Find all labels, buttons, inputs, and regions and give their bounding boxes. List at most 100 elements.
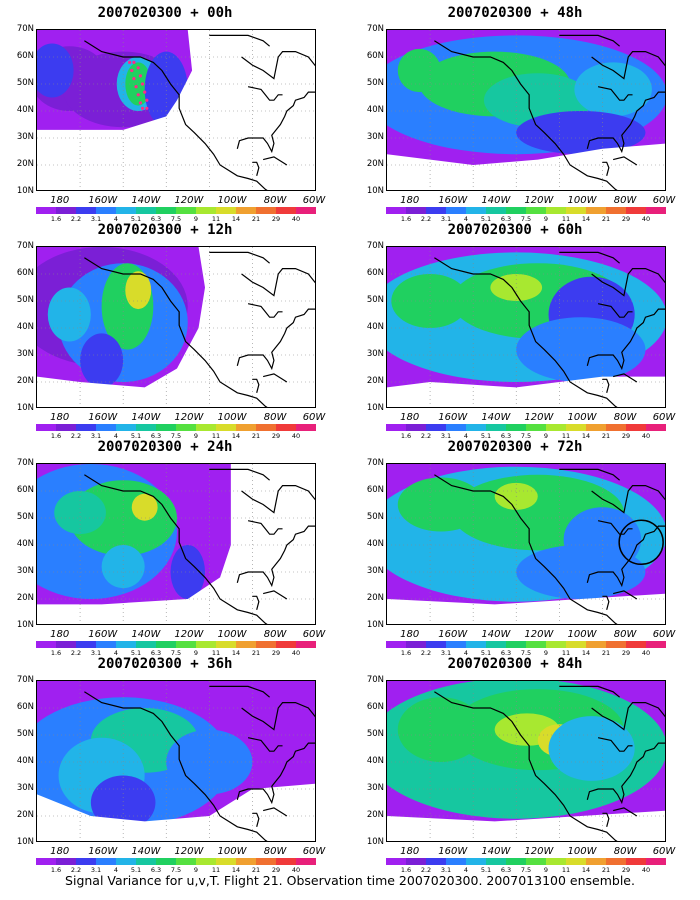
colorbar-level-label: 2.2 xyxy=(70,215,82,223)
colorbar-swatch xyxy=(586,207,606,214)
colorbar-swatch xyxy=(76,424,96,431)
lon-tick-label: 160W xyxy=(88,846,118,857)
colorbar-swatch xyxy=(486,858,506,865)
colorbar-level-label: 9 xyxy=(193,866,199,874)
colorbar-level-label: 4 xyxy=(113,649,119,657)
colorbar-level-label: 29 xyxy=(271,215,281,223)
lon-tick-label: 60W xyxy=(302,412,326,423)
colorbar-swatch xyxy=(426,858,446,865)
colorbar-swatch xyxy=(236,424,256,431)
colorbar-swatch xyxy=(216,858,236,865)
colorbar-swatch xyxy=(506,641,526,648)
lon-tick-label: 180 xyxy=(400,195,420,206)
lon-tick-label: 60W xyxy=(302,629,326,640)
coastline xyxy=(252,161,260,176)
colorbar-swatch xyxy=(506,424,526,431)
colorbar-swatch xyxy=(406,424,426,431)
colorbar-swatch xyxy=(216,207,236,214)
map-panel: 2007020300 + 84h 70N 60N 50N 40N 30N 20N 10N 180… xyxy=(350,656,680,874)
lon-tick-label: 60W xyxy=(302,195,326,206)
colorbar-level-label: 5.1 xyxy=(130,866,142,874)
colorbar-swatch xyxy=(546,641,566,648)
colorbar-level-label: 3.1 xyxy=(440,866,452,874)
colorbar-level-label: 40 xyxy=(291,649,301,657)
colorbar-level-label: 40 xyxy=(641,866,651,874)
colorbar-level-label: 7.5 xyxy=(170,866,182,874)
colorbar-swatch xyxy=(626,207,646,214)
lon-tick-label: 160W xyxy=(88,412,118,423)
colorbar-level-label: 2.2 xyxy=(420,866,432,874)
map-svg xyxy=(37,30,315,190)
colorbar-level-label: 6.3 xyxy=(500,215,512,223)
lon-tick-label: 140W xyxy=(131,846,161,857)
colorbar-swatch xyxy=(196,424,216,431)
colorbar-swatch xyxy=(386,207,406,214)
colorbar-swatch xyxy=(156,207,176,214)
lon-tick-label: 60W xyxy=(652,629,676,640)
variance-shade xyxy=(125,271,152,310)
coastline xyxy=(236,525,315,588)
map-svg xyxy=(37,464,315,624)
colorbar-level-label: 9 xyxy=(193,215,199,223)
lat-tick-label: 10N xyxy=(16,837,34,847)
lon-tick-label: 120W xyxy=(524,629,554,640)
colorbar-level-label: 14 xyxy=(231,649,241,657)
colorbar-swatch xyxy=(466,858,486,865)
flight-track-point xyxy=(136,93,140,97)
colorbar-level-label: 11 xyxy=(211,866,221,874)
colorbar-level-label: 7.5 xyxy=(520,215,532,223)
colorbar-level-label: 21 xyxy=(601,432,611,440)
colorbar-swatch xyxy=(566,207,586,214)
flight-track-point xyxy=(134,85,138,89)
colorbar-swatch xyxy=(486,207,506,214)
colorbar-level-label: 29 xyxy=(621,432,631,440)
colorbar-level-label: 14 xyxy=(231,866,241,874)
lat-tick-label: 50N xyxy=(366,295,384,305)
colorbar-swatch xyxy=(56,424,76,431)
colorbar-level-label: 3.1 xyxy=(90,866,102,874)
lat-tick-label: 50N xyxy=(366,512,384,522)
flight-track-point xyxy=(136,66,140,70)
lat-tick-label: 60N xyxy=(16,485,34,495)
lat-tick-label: 30N xyxy=(16,132,34,142)
coastline xyxy=(591,51,665,80)
colorbar-swatch xyxy=(256,641,276,648)
coastline xyxy=(559,468,621,481)
colorbar-level-label: 21 xyxy=(601,215,611,223)
colorbar-level-label: 6.3 xyxy=(150,649,162,657)
lon-tick-label: 100W xyxy=(567,195,597,206)
no-data-region xyxy=(37,247,315,407)
colorbar-swatch xyxy=(76,858,96,865)
lat-tick-label: 60N xyxy=(366,485,384,495)
colorbar-swatch xyxy=(296,207,316,214)
map-plot-area xyxy=(386,680,666,842)
colorbar-swatch xyxy=(96,207,116,214)
lon-tick-label: 160W xyxy=(88,195,118,206)
lat-tick-label: 50N xyxy=(16,512,34,522)
colorbar-swatch xyxy=(196,641,216,648)
colorbar-level-label: 2.2 xyxy=(420,649,432,657)
colorbar-swatch xyxy=(546,424,566,431)
coastline xyxy=(597,520,633,535)
lat-tick-label: 20N xyxy=(366,810,384,820)
colorbar-swatch xyxy=(156,858,176,865)
colorbar-swatch xyxy=(426,424,446,431)
flight-track-point xyxy=(130,68,134,73)
colorbar-swatch xyxy=(196,858,216,865)
colorbar-level-label: 7.5 xyxy=(520,432,532,440)
colorbar-level-label: 5.1 xyxy=(480,649,492,657)
colorbar-level-label: 1.6 xyxy=(50,866,62,874)
coastline xyxy=(613,590,638,600)
map-panel: 2007020300 + 00h 70N 60N 50N 40N 30N 20N 10N 180… xyxy=(0,5,330,223)
coastline xyxy=(591,268,665,297)
lon-tick-label: 120W xyxy=(174,629,204,640)
lat-tick-label: 10N xyxy=(16,620,34,630)
colorbar-level-label: 21 xyxy=(601,866,611,874)
panel-title: 2007020300 + 60h xyxy=(447,222,583,238)
variance-shade xyxy=(131,493,158,521)
colorbar-level-label: 1.6 xyxy=(50,432,62,440)
lon-tick-label: 80W xyxy=(613,195,637,206)
colorbar xyxy=(36,207,316,214)
colorbar-swatch xyxy=(116,641,136,648)
colorbar-swatch xyxy=(646,641,666,648)
